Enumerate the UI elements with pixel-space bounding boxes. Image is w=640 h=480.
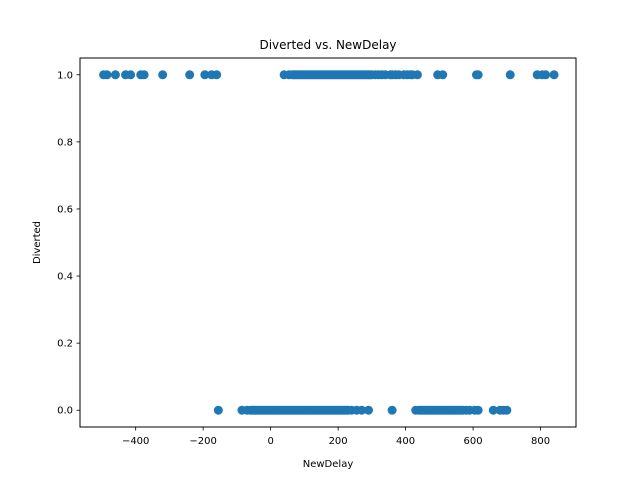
data-point [387,405,397,415]
data-point [488,405,498,415]
y-tick-label: 0.0 [57,406,73,417]
data-point [102,70,112,80]
y-tick-label: 0.2 [57,339,73,350]
data-point [110,70,120,80]
x-tick-label: 0 [267,436,273,447]
y-tick-label: 0.6 [57,204,73,215]
x-tick-label: 800 [531,436,550,447]
plot-frame [79,57,577,428]
data-point [213,405,223,415]
data-point [357,405,367,415]
x-axis-ticks: −400 −200 0 200 400 600 800 [122,427,550,447]
chart-title: Diverted vs. NewDelay [259,38,396,52]
y-axis-label: Diverted [32,221,43,264]
data-point [126,70,136,80]
y-axis-ticks: 0.0 0.2 0.4 0.6 0.8 1.0 [57,70,80,417]
x-tick-label: −400 [122,436,149,447]
x-tick-label: 600 [464,436,483,447]
y-tick-label: 0.8 [57,137,73,148]
data-point [541,70,551,80]
data-point [549,70,559,80]
data-point [473,70,483,80]
x-tick-label: 400 [396,436,415,447]
x-tick-label: 200 [329,436,348,447]
y-tick-label: 0.4 [57,272,73,283]
data-point [412,70,422,80]
data-point [200,70,210,80]
data-point [502,405,512,415]
x-axis-label: NewDelay [303,459,354,470]
x-tick-label: −200 [189,436,216,447]
data-point [438,70,448,80]
data-point [363,405,373,415]
y-tick-label: 1.0 [57,70,73,81]
data-point [185,70,195,80]
data-point [139,70,149,80]
data-point [158,70,168,80]
data-points [99,70,559,415]
data-point [473,405,483,415]
data-point [505,70,515,80]
data-point [212,70,222,80]
